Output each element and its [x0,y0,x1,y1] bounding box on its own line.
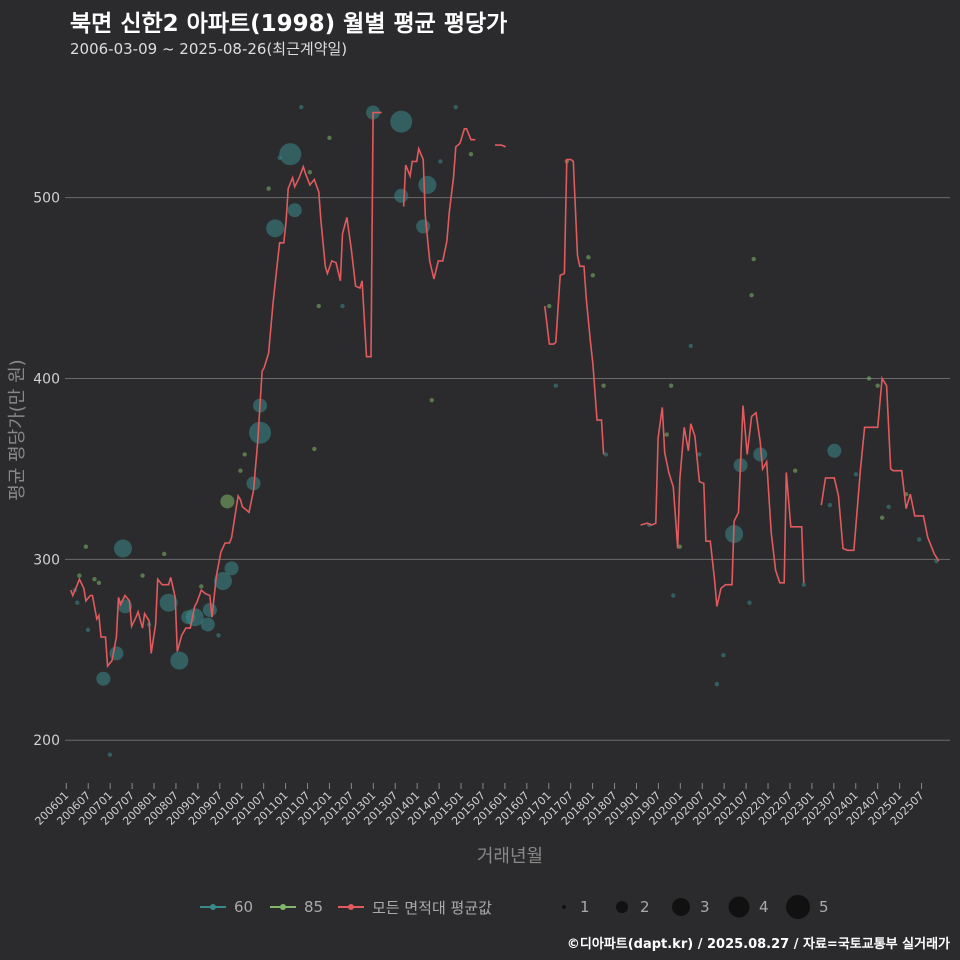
legend-size-4: 4 [727,894,769,920]
avg-line-segment-3 [544,158,605,455]
legend: 60 85 모든 면적대 평균값 1 2 3 4 5 [0,894,960,920]
point-85-14 [162,551,167,557]
point-60-4 [85,627,91,633]
point-85-73 [792,468,798,473]
legend-label-85: 85 [304,898,324,916]
point-85-56 [601,383,606,388]
point-85-37 [307,170,313,175]
point-60-46 [418,175,437,194]
point-60-35 [287,203,302,218]
point-85-80 [879,515,885,520]
point-60-74 [801,582,807,587]
y-tick-label-500: 500 [33,191,60,207]
point-60-75 [827,502,833,508]
y-tick-label-200: 200 [33,733,60,749]
point-85-3 [83,544,89,549]
point-60-43 [394,188,409,203]
point-60-16 [170,651,189,670]
point-85-47 [429,397,434,403]
point-60-30 [249,421,272,444]
point-85-79 [875,383,880,388]
point-60-48 [438,159,443,164]
point-60-49 [453,104,459,110]
legend-label-average: 모든 면적대 평균값 [372,898,492,917]
point-85-39 [316,303,321,309]
point-85-38 [312,446,317,452]
x-axis-label: 거래년월 [476,846,544,867]
point-60-44 [390,110,413,133]
point-85-55 [590,273,596,278]
legend-size-1: 1 [556,894,590,920]
point-60-66 [721,652,726,658]
point-85-59 [664,432,669,437]
point-60-52 [553,383,558,388]
point-85-51 [547,303,552,309]
point-60-61 [671,593,676,598]
point-60-36 [299,104,304,110]
point-60-18 [185,608,204,627]
point-60-76 [827,443,842,458]
avg-line-segment-1 [402,128,476,280]
point-60-69 [747,600,752,605]
legend-item-85: 85 [270,894,323,920]
point-60-65 [714,681,720,687]
legend-label-60: 60 [234,898,254,916]
point-60-23 [213,572,232,591]
point-60-15 [159,593,178,612]
point-85-54 [586,255,591,260]
point-60-63 [688,343,693,349]
point-60-72 [753,447,768,462]
point-85-5 [92,577,97,582]
point-85-19 [199,584,204,589]
point-60-25 [224,561,239,576]
legend-size-3: 3 [670,894,710,920]
point-60-1 [75,600,80,605]
point-60-9 [109,646,124,661]
avg-line-segment-0 [69,111,382,669]
point-85-2 [77,573,82,578]
point-60-21 [202,602,217,617]
legend-size-2: 2 [612,894,650,920]
point-60-77 [853,472,859,477]
avg-line-segment-4 [640,405,805,607]
point-60-10 [113,539,132,558]
point-60-34 [279,143,302,166]
point-85-50 [468,151,474,157]
y-tick-label-400: 400 [33,371,60,387]
point-85-78 [866,376,872,381]
point-60-41 [340,303,345,309]
footer-credit: ©디아파트(dapt.kr) / 2025.08.27 / 자료=국토교통부 실… [566,937,950,952]
point-60-45 [416,219,431,234]
y-tick-label-300: 300 [33,552,60,568]
point-85-60 [668,383,674,388]
point-60-32 [266,219,285,238]
point-60-81 [886,504,891,510]
legend-size-5: 5 [785,894,829,920]
point-60-22 [216,633,221,638]
point-85-62 [677,544,683,549]
chart-title: 북면 신한2 아파트(1998) 월별 평균 평당가 [70,11,508,37]
point-85-70 [749,293,754,298]
point-60-64 [697,452,702,457]
avg-line-segment-5 [820,375,940,562]
legend-item-average: 모든 면적대 평균값 [338,894,492,920]
point-60-20 [200,617,215,632]
point-85-40 [327,135,332,141]
point-85-12 [140,573,145,578]
point-85-27 [242,452,247,457]
point-85-6 [96,580,102,586]
legend-item-60: 60 [200,894,253,920]
point-85-24 [220,494,235,509]
point-60-7 [96,671,111,686]
point-60-8 [107,752,113,757]
point-60-57 [603,452,609,457]
chart-subtitle: 2006-03-09 ~ 2025-08-26(최근계약일) [70,40,348,58]
point-85-26 [238,468,243,473]
point-60-83 [916,537,922,542]
avg-line-segment-2 [495,144,507,148]
point-85-31 [266,186,271,191]
point-85-71 [751,256,756,262]
